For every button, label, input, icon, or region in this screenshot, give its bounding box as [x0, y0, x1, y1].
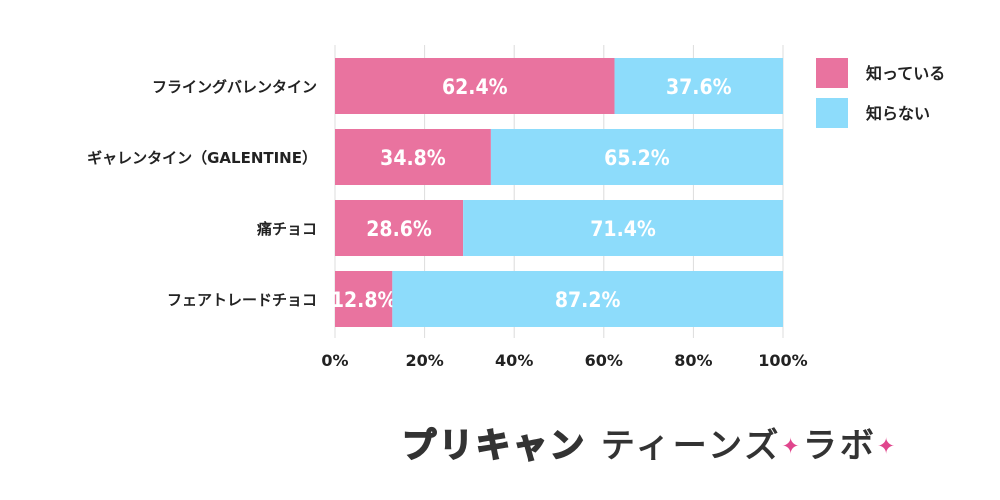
tick-label: 0%	[321, 351, 348, 370]
logo-text-3: ラボ	[802, 426, 877, 466]
logo-text-1: プリキャン	[401, 425, 587, 467]
bars: 62.4% 37.6% 34.8% 65.2% 28.6% 71.4% 12.8% 87.2%	[331, 58, 783, 327]
legend-label: 知らない	[866, 104, 930, 123]
bar-segment	[490, 129, 783, 185]
data-label: 71.4%	[590, 217, 656, 241]
bar-segment	[335, 58, 615, 114]
bar-segment	[392, 271, 783, 327]
category-label: フェアトレードチョコ	[167, 291, 317, 309]
bar-segment	[463, 200, 783, 256]
brand-logo: プリキャン ティーンズ✦ラボ✦	[401, 418, 942, 474]
bar-segment	[335, 271, 393, 327]
bar-segment	[614, 58, 783, 114]
data-label: 65.2%	[604, 146, 670, 170]
data-label: 34.8%	[380, 146, 446, 170]
tick-label: 20%	[405, 351, 443, 370]
data-label: 28.6%	[366, 217, 432, 241]
tick-label: 40%	[495, 351, 533, 370]
category-label: 痛チョコ	[256, 220, 317, 238]
x-axis-ticks: 0% 20% 40% 60% 80% 100%	[321, 351, 807, 370]
data-label: 62.4%	[442, 75, 508, 99]
tick-label: 100%	[758, 351, 807, 370]
tick-label: 80%	[674, 351, 712, 370]
data-label: 37.6%	[666, 75, 732, 99]
data-label: 12.8%	[331, 288, 397, 312]
category-label: ギャレンタイン（GALENTINE）	[87, 149, 317, 167]
tick-label: 60%	[585, 351, 623, 370]
bar-segment	[335, 129, 491, 185]
sparkle-icon: ✦	[876, 434, 899, 460]
legend-swatch	[816, 58, 848, 88]
category-label: フライングバレンタイン	[152, 78, 317, 96]
bar-segment	[335, 200, 464, 256]
legend-swatch	[816, 98, 848, 128]
legend-label: 知っている	[866, 64, 945, 83]
sparkle-icon: ✦	[781, 434, 803, 460]
data-label: 87.2%	[555, 288, 621, 312]
logo-text-2: ティーンズ	[600, 426, 782, 466]
